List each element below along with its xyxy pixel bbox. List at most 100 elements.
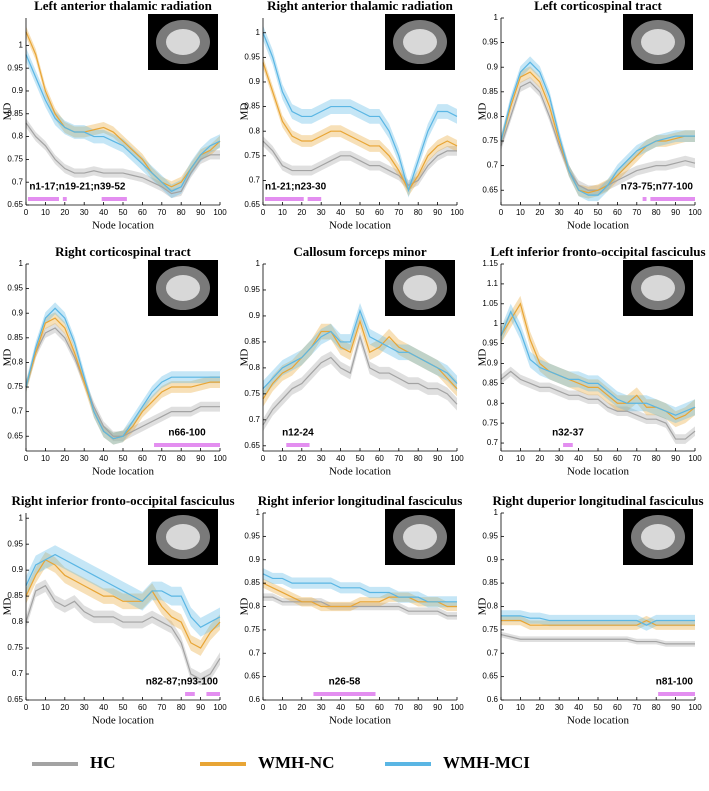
x-tick-label: 80 [177, 208, 186, 217]
y-tick-label: 0.85 [482, 378, 498, 387]
y-axis-label: MD [477, 103, 489, 121]
y-axis-label: MD [2, 349, 14, 367]
x-tick-label: 0 [24, 703, 29, 712]
x-tick-label: 60 [613, 703, 622, 712]
x-tick-label: 20 [535, 454, 544, 463]
ci-band [263, 330, 457, 432]
y-axis-label: MD [239, 349, 251, 367]
brain-inner [641, 524, 675, 550]
y-tick-label: 0.75 [482, 418, 498, 427]
x-tick-label: 70 [394, 703, 403, 712]
x-tick-label: 60 [375, 454, 384, 463]
panel: Right corticospinal tract 0.65 0.7 0.75 0.8 0… [2, 244, 228, 478]
x-tick-label: 30 [317, 454, 326, 463]
x-tick-label: 90 [433, 454, 442, 463]
brain-inner [641, 29, 675, 55]
x-tick-label: 90 [196, 703, 205, 712]
x-tick-label: 20 [60, 454, 69, 463]
x-tick-label: 60 [138, 208, 147, 217]
y-tick-label: 0.8 [249, 126, 261, 135]
x-tick-label: 0 [261, 454, 266, 463]
y-tick-label: 0.7 [487, 648, 499, 657]
y-axis-label: MD [2, 598, 14, 616]
y-axis-label: MD [477, 349, 489, 367]
x-tick-label: 30 [317, 703, 326, 712]
x-tick-label: 70 [632, 454, 641, 463]
panel: Right anterior thalamic radiation 0.65 0.7… [239, 0, 465, 232]
y-tick-label: 0.6 [487, 695, 499, 704]
x-tick-label: 70 [157, 703, 166, 712]
y-tick-label: 0.9 [249, 311, 261, 320]
x-tick-label: 20 [297, 703, 306, 712]
y-tick-label: 0.95 [7, 284, 23, 293]
y-tick-label: 1 [19, 259, 24, 268]
y-tick-label: 1 [256, 28, 261, 37]
x-tick-label: 80 [652, 208, 661, 217]
ci-band [26, 312, 220, 445]
x-tick-label: 50 [119, 703, 128, 712]
panel-title: Right corticospinal tract [55, 244, 191, 259]
y-tick-label: 1.1 [487, 279, 499, 288]
y-tick-label: 0.95 [244, 285, 260, 294]
mean-line [501, 615, 695, 626]
x-tick-label: 30 [555, 703, 564, 712]
x-tick-label: 100 [688, 208, 702, 217]
panel: Left corticospinal tract 0.65 0.7 0.75 0.8 0.… [477, 0, 703, 232]
brain-inner [403, 29, 437, 55]
x-tick-label: 40 [574, 454, 583, 463]
x-tick-label: 90 [433, 703, 442, 712]
x-tick-label: 80 [414, 703, 423, 712]
x-axis-label: Node location [92, 220, 155, 232]
x-tick-label: 60 [138, 703, 147, 712]
x-tick-label: 10 [41, 208, 50, 217]
y-tick-label: 0.9 [249, 555, 261, 564]
y-tick-label: 1 [494, 13, 499, 22]
significance-bar [154, 443, 220, 447]
significance-bar [563, 443, 573, 447]
x-tick-label: 50 [594, 454, 603, 463]
x-tick-label: 70 [157, 454, 166, 463]
y-tick-label: 0.65 [482, 672, 498, 681]
x-tick-label: 70 [632, 208, 641, 217]
x-tick-label: 10 [41, 703, 50, 712]
y-tick-label: 0.9 [12, 86, 24, 95]
y-tick-label: 0.8 [12, 132, 24, 141]
x-axis-label: Node location [567, 466, 630, 478]
y-tick-label: 0.85 [244, 102, 260, 111]
x-tick-label: 10 [516, 208, 525, 217]
panel-title: Callosum forceps minor [293, 244, 427, 259]
significance-bar [206, 692, 220, 696]
panel: Callosum forceps minor 0.65 0.7 0.75 0.8 0.85… [239, 244, 465, 478]
x-tick-label: 100 [688, 703, 702, 712]
ci-band [26, 579, 220, 686]
y-tick-label: 0.7 [12, 669, 24, 678]
significance-bar [313, 692, 376, 696]
x-tick-label: 40 [574, 208, 583, 217]
x-tick-label: 0 [24, 208, 29, 217]
x-tick-label: 60 [613, 208, 622, 217]
y-tick-label: 0.7 [249, 415, 261, 424]
x-tick-label: 40 [336, 703, 345, 712]
x-axis-label: Node location [329, 715, 392, 727]
legend-label: WMH-MCI [443, 753, 530, 772]
x-tick-label: 80 [177, 703, 186, 712]
x-tick-label: 0 [499, 454, 504, 463]
y-tick-label: 0.85 [482, 87, 498, 96]
x-tick-label: 90 [671, 208, 680, 217]
ci-band [501, 295, 695, 428]
x-tick-label: 70 [394, 208, 403, 217]
x-tick-label: 100 [213, 454, 227, 463]
ci-band [501, 66, 695, 199]
y-tick-label: 0.65 [7, 431, 23, 440]
significance-bar [27, 197, 59, 201]
y-tick-label: 0.65 [244, 200, 260, 209]
x-tick-label: 20 [60, 208, 69, 217]
x-tick-label: 100 [450, 703, 464, 712]
x-tick-label: 60 [613, 454, 622, 463]
y-tick-label: 0.85 [482, 578, 498, 587]
significance-annotation: n82-87;n93-100 [146, 677, 219, 688]
mean-line [500, 71, 695, 194]
x-axis-label: Node location [329, 466, 392, 478]
significance-bar [62, 197, 67, 201]
